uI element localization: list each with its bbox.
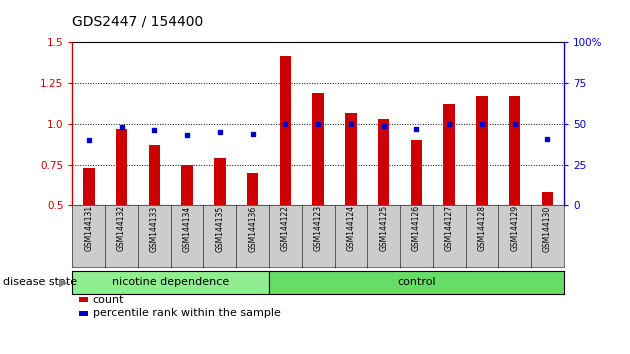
Bar	[411, 140, 422, 287]
Text: GSM144122: GSM144122	[281, 205, 290, 251]
Text: GSM144131: GSM144131	[84, 205, 93, 251]
Bar	[444, 104, 455, 287]
Bar	[542, 192, 553, 287]
Bar	[181, 165, 193, 287]
Text: GSM144135: GSM144135	[215, 205, 224, 252]
Bar	[280, 56, 291, 287]
Text: GSM144136: GSM144136	[248, 205, 257, 252]
Bar	[149, 145, 160, 287]
Bar	[378, 119, 389, 287]
Text: control: control	[397, 277, 436, 287]
Bar	[83, 168, 94, 287]
Bar	[476, 96, 488, 287]
Text: ▶: ▶	[59, 277, 67, 287]
Text: GSM144132: GSM144132	[117, 205, 126, 251]
Text: GSM144128: GSM144128	[478, 205, 486, 251]
Bar	[345, 113, 357, 287]
Text: GSM144127: GSM144127	[445, 205, 454, 251]
Text: count: count	[93, 295, 124, 305]
Bar	[312, 93, 324, 287]
Text: GDS2447 / 154400: GDS2447 / 154400	[72, 14, 203, 28]
Text: GSM144130: GSM144130	[543, 205, 552, 252]
Text: GSM144124: GSM144124	[346, 205, 355, 251]
Bar	[247, 173, 258, 287]
Text: percentile rank within the sample: percentile rank within the sample	[93, 308, 280, 318]
Text: GSM144126: GSM144126	[412, 205, 421, 251]
Text: GSM144134: GSM144134	[183, 205, 192, 252]
Text: GSM144129: GSM144129	[510, 205, 519, 251]
Text: nicotine dependence: nicotine dependence	[112, 277, 229, 287]
Bar	[509, 96, 520, 287]
Bar	[214, 158, 226, 287]
Text: disease state: disease state	[3, 277, 77, 287]
Bar	[116, 129, 127, 287]
Text: GSM144123: GSM144123	[314, 205, 323, 251]
Text: GSM144133: GSM144133	[150, 205, 159, 252]
Text: GSM144125: GSM144125	[379, 205, 388, 251]
